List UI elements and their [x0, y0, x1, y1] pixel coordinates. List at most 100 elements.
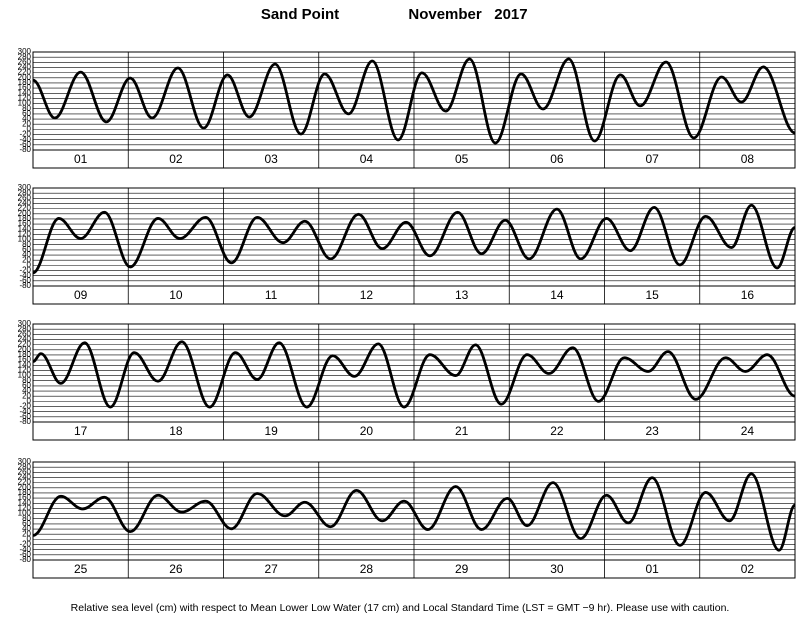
y-tick-label: -80 — [19, 417, 31, 426]
footnote: Relative sea level (cm) with respect to … — [71, 602, 730, 614]
y-tick-label: -60 — [19, 276, 31, 285]
y-tick-label: 120 — [18, 230, 32, 239]
y-tick-label: 40 — [22, 386, 31, 395]
y-tick-label: 180 — [18, 214, 32, 223]
panel: 3002802602402202001801601401201008060402… — [18, 457, 797, 579]
y-tick-label: 20 — [22, 119, 31, 128]
x-tick-label: 25 — [74, 562, 88, 576]
y-tick-label: -20 — [19, 266, 31, 275]
x-tick-label: 22 — [550, 424, 564, 438]
x-tick-label: 15 — [645, 288, 659, 302]
x-tick-label: 16 — [741, 288, 755, 302]
x-tick-label: 03 — [264, 152, 278, 166]
x-tick-label: 07 — [645, 152, 659, 166]
x-tick-label: 11 — [265, 288, 278, 302]
y-tick-label: 200 — [18, 209, 32, 218]
x-tick-label: 21 — [455, 424, 469, 438]
y-tick-label: 80 — [22, 376, 31, 385]
y-tick-label: 280 — [18, 462, 32, 471]
plot-frame — [32, 51, 796, 169]
y-tick-label: 240 — [18, 473, 32, 482]
x-tick-label: 19 — [264, 424, 278, 438]
x-tick-label: 24 — [741, 424, 755, 438]
x-tick-label: 12 — [360, 288, 374, 302]
tide-line — [32, 203, 796, 275]
y-tick-label: 160 — [18, 493, 32, 502]
y-tick-label: -40 — [19, 407, 31, 416]
y-tick-label: 120 — [18, 94, 32, 103]
y-tick-label: 0 — [27, 534, 32, 543]
y-tick-label: 0 — [27, 396, 32, 405]
x-tick-label: 02 — [741, 562, 755, 576]
y-tick-label: 200 — [18, 483, 32, 492]
y-tick-label: 100 — [18, 99, 32, 108]
y-tick-label: 140 — [18, 360, 32, 369]
y-tick-label: 0 — [27, 260, 32, 269]
x-tick-label: 18 — [169, 424, 183, 438]
panel: 3002802602402202001801601401201008060402… — [18, 47, 796, 169]
x-tick-label: 26 — [169, 562, 183, 576]
panel: 3002802602402202001801601401201008060402… — [18, 183, 796, 305]
y-tick-label: 160 — [18, 219, 32, 228]
plot-frame — [32, 187, 796, 305]
y-tick-label: 280 — [18, 52, 32, 61]
y-tick-label: -20 — [19, 130, 31, 139]
y-tick-label: 300 — [18, 183, 32, 192]
chart-subtitle: November 2017 — [408, 6, 527, 23]
y-tick-label: -60 — [19, 412, 31, 421]
y-tick-label: 60 — [22, 245, 31, 254]
y-tick-label: 160 — [18, 355, 32, 364]
x-tick-label: 28 — [360, 562, 374, 576]
y-tick-label: 240 — [18, 63, 32, 72]
y-tick-label: 180 — [18, 78, 32, 87]
x-tick-label: 14 — [550, 288, 564, 302]
y-tick-label: -80 — [19, 555, 31, 564]
y-tick-label: 300 — [18, 47, 32, 56]
x-tick-label: 23 — [645, 424, 659, 438]
plot-frame — [32, 461, 796, 579]
tide-line — [32, 340, 796, 409]
y-tick-label: 140 — [18, 498, 32, 507]
y-tick-label: -60 — [19, 140, 31, 149]
x-tick-label: 29 — [455, 562, 469, 576]
y-tick-label: 80 — [22, 514, 31, 523]
y-tick-label: 300 — [18, 457, 32, 466]
y-tick-label: -40 — [19, 271, 31, 280]
y-tick-label: 100 — [18, 371, 32, 380]
y-tick-label: 280 — [18, 324, 32, 333]
y-tick-label: -40 — [19, 135, 31, 144]
y-tick-label: 80 — [22, 104, 31, 113]
x-tick-label: 01 — [74, 152, 88, 166]
y-tick-label: 240 — [18, 199, 32, 208]
x-tick-label: 05 — [455, 152, 469, 166]
y-tick-label: 60 — [22, 109, 31, 118]
y-tick-label: 40 — [22, 524, 31, 533]
tide-line — [32, 57, 796, 145]
x-tick-label: 17 — [74, 424, 88, 438]
x-tick-label: 06 — [550, 152, 564, 166]
y-tick-label: 220 — [18, 340, 32, 349]
y-tick-label: 80 — [22, 240, 31, 249]
y-tick-label: 300 — [18, 319, 32, 328]
y-tick-label: 100 — [18, 235, 32, 244]
y-tick-label: 260 — [18, 193, 32, 202]
y-tick-label: 180 — [18, 488, 32, 497]
x-tick-label: 13 — [455, 288, 469, 302]
x-tick-label: 04 — [360, 152, 374, 166]
y-tick-label: 200 — [18, 73, 32, 82]
y-tick-label: -20 — [19, 402, 31, 411]
x-tick-label: 10 — [169, 288, 183, 302]
x-tick-label: 27 — [264, 562, 278, 576]
plot-frame — [32, 323, 796, 441]
y-tick-label: -40 — [19, 545, 31, 554]
y-tick-label: 0 — [27, 124, 32, 133]
y-tick-label: 140 — [18, 88, 32, 97]
panel: 3002802602402202001801601401201008060402… — [18, 319, 796, 441]
y-tick-label: 220 — [18, 204, 32, 213]
y-tick-label: 280 — [18, 188, 32, 197]
x-tick-label: 09 — [74, 288, 88, 302]
y-tick-label: 120 — [18, 366, 32, 375]
y-tick-label: 60 — [22, 381, 31, 390]
y-tick-label: 240 — [18, 335, 32, 344]
